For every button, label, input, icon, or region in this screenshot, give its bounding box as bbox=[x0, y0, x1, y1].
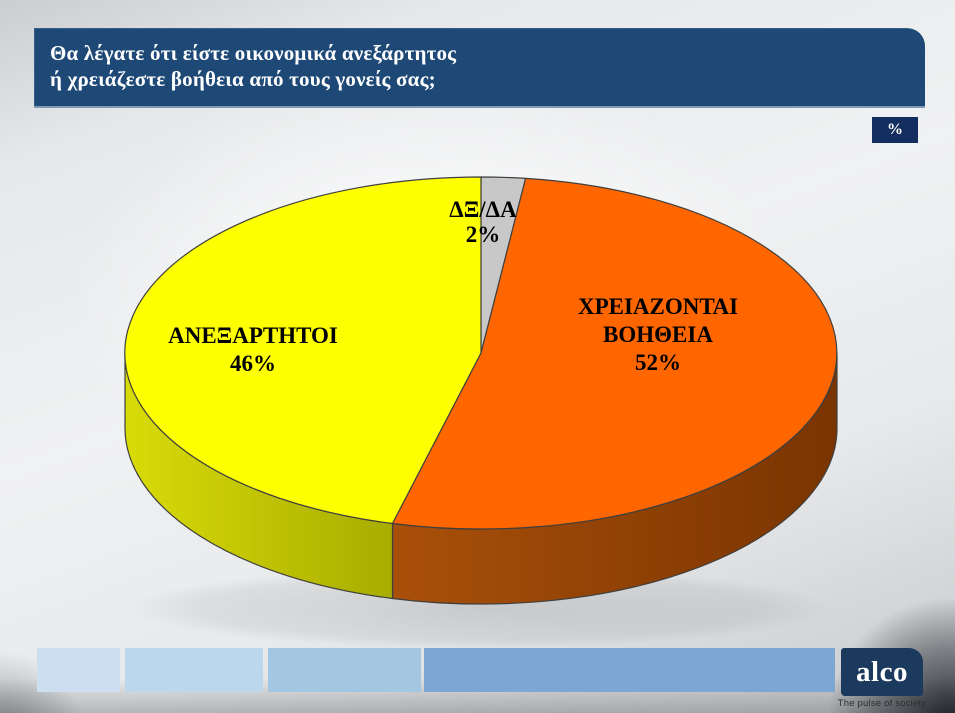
footer-accent-block bbox=[125, 648, 263, 692]
pie-slice-label: ΔΞ/ΔΑ bbox=[449, 197, 517, 222]
footer-accent-block bbox=[424, 648, 835, 692]
footer-accent-block bbox=[37, 648, 120, 692]
pie-slice-label: ΒΟΗΘΕΙΑ bbox=[603, 322, 713, 347]
pie-slice-top bbox=[391, 177, 838, 530]
question-title-line2: ή χρειάζεστε βοήθεια από τους γονείς σας… bbox=[50, 67, 436, 91]
pie-shadow bbox=[129, 568, 833, 648]
footer-accent-block bbox=[268, 648, 421, 692]
alco-tagline: The pulse of society bbox=[837, 698, 927, 709]
alco-logo-text: alco bbox=[856, 655, 908, 688]
alco-logo: alco bbox=[841, 648, 923, 696]
pie-slice-label: 52% bbox=[635, 350, 681, 375]
question-title-line1: Θα λέγατε ότι είστε οικονομικά ανεξάρτητ… bbox=[50, 41, 457, 65]
pie-slice-top bbox=[124, 176, 482, 525]
question-title-bar: Θα λέγατε ότι είστε οικονομικά ανεξάρτητ… bbox=[34, 28, 925, 108]
pie-slice-label: 2% bbox=[466, 222, 501, 247]
pie-slice-label: ΑΝΕΞΑΡΤΗΤΟΙ bbox=[168, 323, 338, 348]
pie-slice-label: 46% bbox=[230, 351, 276, 376]
pie-slice-label: ΧΡΕΙΑΖΟΝΤΑΙ bbox=[578, 294, 738, 319]
percent-badge: % bbox=[872, 117, 918, 143]
